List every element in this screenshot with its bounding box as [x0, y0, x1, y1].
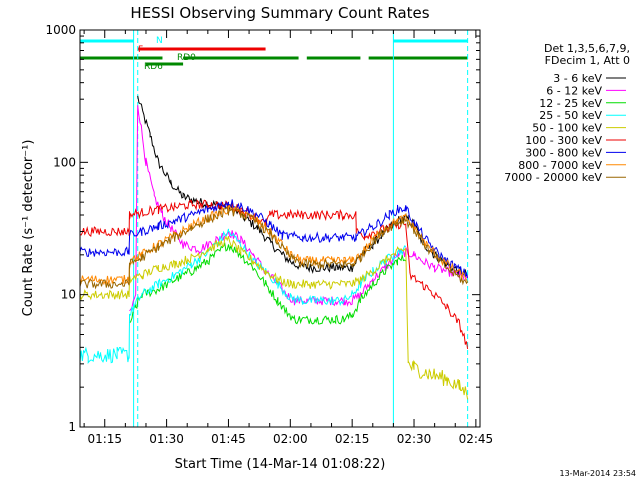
- x-tick-label-0: 01:15: [87, 432, 122, 446]
- legend-item-label-4: 50 - 100 keV: [532, 122, 602, 135]
- x-tick-label-5: 02:30: [397, 432, 432, 446]
- y-tick-label-3: 1000: [45, 23, 76, 37]
- series-line-7: [79, 199, 469, 279]
- x-tick-label-2: 01:45: [211, 432, 246, 446]
- legend: Det 1,3,5,6,7,9, FDecim 1, Att 0 3 - 6 k…: [504, 42, 630, 184]
- axes: [79, 29, 481, 428]
- y-axis-label: Count Rate (s⁻¹ detector⁻¹): [21, 140, 36, 317]
- series-line-9: [79, 205, 469, 290]
- flag-label-rd6: RD6: [144, 62, 163, 72]
- flag-labels: N F RD0 RD6: [138, 36, 196, 72]
- legend-item-label-8: 7000 - 20000 keV: [504, 171, 602, 184]
- legend-header-line-2: FDecim 1, Att 0: [545, 54, 630, 67]
- generation-timestamp: 13-Mar-2014 23:54: [560, 469, 637, 478]
- y-tick-label-1: 10: [61, 288, 76, 302]
- axis-ticks: 01:15 01:30 01:45 02:00 02:15 02:30 02:45 1 10 10…: [45, 23, 493, 446]
- flag-label-n: N: [156, 36, 163, 46]
- data-series: [79, 95, 469, 400]
- series-line-3: [129, 242, 407, 325]
- legend-item-label-7: 800 - 7000 keV: [518, 159, 602, 172]
- x-tick-label-6: 02:45: [459, 432, 494, 446]
- y-tick-label-2: 100: [53, 155, 76, 169]
- legend-item-label-1: 6 - 12 keV: [546, 84, 602, 97]
- y-tick-label-0: 1: [68, 420, 76, 434]
- series-line-4: [79, 228, 407, 364]
- x-tick-label-3: 02:00: [273, 432, 308, 446]
- x-tick-label-4: 02:15: [335, 432, 370, 446]
- legend-item-label-3: 25 - 50 keV: [539, 109, 602, 122]
- flag-bars: [80, 39, 468, 66]
- plot-frame: [79, 29, 481, 428]
- series-line-5: [79, 235, 469, 400]
- legend-item-label-2: 12 - 25 keV: [539, 97, 602, 110]
- legend-item-label-0: 3 - 6 keV: [553, 72, 602, 85]
- legend-header-line-1: Det 1,3,5,6,7,9,: [544, 42, 630, 55]
- flag-label-f: F: [138, 45, 143, 55]
- x-axis-label: Start Time (14-Mar-14 01:08:22): [175, 457, 386, 472]
- chart-title: HESSI Observing Summary Count Rates: [130, 4, 429, 22]
- flag-label-rd0: RD0: [177, 53, 196, 63]
- x-tick-label-1: 01:30: [149, 432, 184, 446]
- legend-item-label-6: 300 - 800 keV: [525, 146, 602, 159]
- legend-item-label-5: 100 - 300 keV: [525, 134, 602, 147]
